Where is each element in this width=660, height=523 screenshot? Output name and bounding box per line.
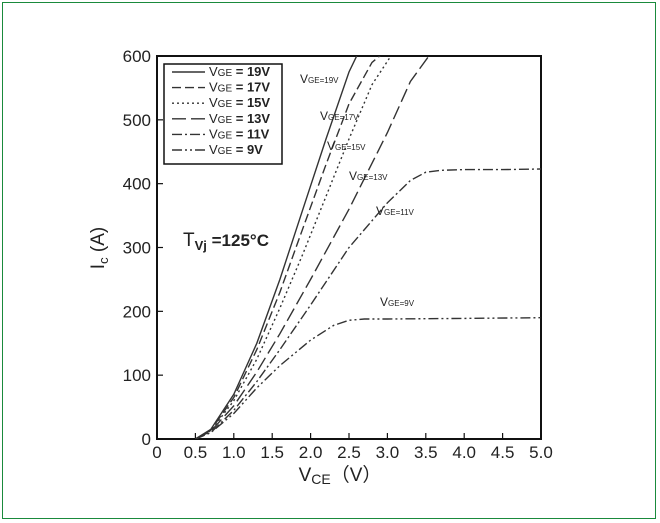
y-axis-title-main: I [88, 264, 109, 269]
annotation-value: =17V [340, 113, 360, 122]
annotation-value: =11V [396, 208, 415, 217]
annotation-prefix-main: V [349, 169, 357, 183]
y-tick-label: 100 [123, 366, 151, 385]
series-line-2 [195, 56, 381, 439]
x-tick-label: 4.5 [491, 443, 515, 462]
legend-prefix-main: V [209, 95, 218, 110]
x-axis-title-sub: CE [311, 471, 330, 487]
annotation-prefix-sub: GE [388, 299, 400, 308]
condition-main: T [183, 230, 195, 251]
annotation-value: =9V [400, 299, 415, 308]
annotation-prefix-main: V [380, 295, 388, 309]
series-annotation-1: VGE=19V [300, 72, 339, 86]
legend-prefix-sub: GE [218, 99, 233, 110]
series-line-6 [195, 317, 541, 439]
x-tick-label: 3.0 [376, 443, 400, 462]
x-axis-title-main: V [299, 465, 312, 486]
x-tick-label: 2.0 [299, 443, 323, 462]
legend-prefix-sub: GE [218, 115, 233, 126]
y-axis-ticks: 0 100 200 300 400 500 600 [123, 47, 163, 449]
y-axis-title-unit: (A) [88, 227, 109, 258]
series-annotation-4: VGE=13V [349, 169, 388, 183]
legend-label: = 15V [232, 95, 270, 110]
legend-label: = 9V [232, 142, 263, 157]
annotation-prefix-main: V [300, 72, 308, 86]
annotation-prefix-main: V [327, 139, 335, 153]
y-tick-label: 0 [142, 430, 151, 449]
legend-prefix-main: V [209, 111, 218, 126]
series-annotation-6: VGE=9V [380, 295, 415, 309]
x-tick-label: 1.5 [260, 443, 284, 462]
legend-prefix-main: V [209, 80, 218, 95]
legend-entry: VGE = 17V [209, 80, 270, 95]
annotation-prefix-sub: GE [357, 173, 369, 182]
legend-prefix-main: V [209, 64, 218, 79]
legend-prefix-main: V [209, 126, 218, 141]
legend-label: = 17V [232, 80, 270, 95]
series-line-5 [195, 168, 541, 439]
legend-label: = 19V [232, 64, 270, 79]
series-annotation-2: VGE=17V [320, 109, 359, 123]
x-tick-label: 5.0 [529, 443, 553, 462]
legend-box [163, 63, 283, 165]
x-axis-title: VCE（V） [299, 464, 382, 487]
annotation-prefix-main: V [376, 204, 384, 218]
x-tick-label: 1.0 [222, 443, 246, 462]
legend-label: = 11V [232, 126, 270, 141]
x-tick-label: 2.5 [337, 443, 361, 462]
y-tick-label: 500 [123, 111, 151, 130]
series-line-3 [195, 56, 392, 439]
x-tick-label: 0 [152, 443, 161, 462]
series-annotations: VGE=19VVGE=17VVGE=15VVGE=13VVGE=11VVGE=9… [300, 72, 415, 309]
series-lines [195, 56, 541, 439]
series-line-1 [195, 56, 358, 439]
x-axis-ticks: 0 0.5 1.0 1.5 2.0 2.5 3.0 3.5 4.0 4.5 5.0 [152, 433, 553, 462]
y-axis-title: Ic (A) [88, 227, 111, 269]
legend-prefix-sub: GE [218, 130, 233, 141]
series-annotation-3: VGE=15V [327, 139, 366, 153]
annotation-value: =19V [320, 76, 340, 85]
y-tick-label: 300 [123, 239, 151, 258]
condition-sub: Vj [195, 238, 207, 253]
annotation-prefix-sub: GE [308, 76, 320, 85]
x-tick-label: 4.0 [452, 443, 476, 462]
y-tick-label: 600 [123, 47, 151, 66]
annotation-prefix-sub: GE [384, 208, 396, 217]
x-tick-label: 3.5 [414, 443, 438, 462]
legend-prefix-sub: GE [218, 146, 233, 157]
y-tick-label: 400 [123, 175, 151, 194]
temperature-condition-label: TVj =125°C [183, 230, 269, 253]
annotation-prefix-main: V [320, 109, 328, 123]
condition-value: =125°C [207, 231, 269, 250]
y-tick-label: 200 [123, 302, 151, 321]
y-axis-title-sub: c [96, 257, 111, 264]
annotation-prefix-sub: GE [335, 143, 347, 152]
legend-prefix-main: V [209, 142, 218, 157]
series-line-4 [195, 56, 430, 439]
legend-label: = 13V [232, 111, 270, 126]
series-annotation-5: VGE=11V [376, 204, 415, 218]
x-tick-label: 0.5 [184, 443, 208, 462]
legend-prefix-sub: GE [218, 68, 233, 79]
annotation-value: =13V [369, 173, 389, 182]
legend-entry: VGE = 19V [209, 64, 270, 79]
legend-entry: VGE = 9V [209, 142, 263, 157]
legend-entry: VGE = 15V [209, 95, 270, 110]
legend-prefix-sub: GE [218, 84, 233, 95]
legend-entry: VGE = 11V [209, 126, 270, 141]
annotation-value: =15V [347, 143, 367, 152]
x-axis-title-unit: （V） [331, 464, 382, 486]
legend-entry: VGE = 13V [209, 111, 270, 126]
annotation-prefix-sub: GE [328, 113, 340, 122]
figure-frame [2, 2, 656, 519]
